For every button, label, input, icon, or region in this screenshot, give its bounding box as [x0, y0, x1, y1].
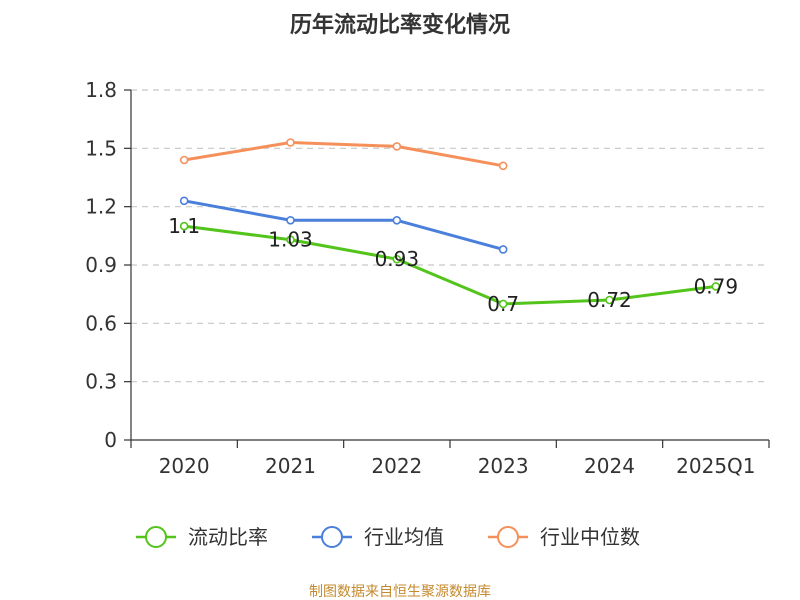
grid-lines	[131, 89, 769, 383]
y-tick-label: 1.2	[85, 195, 117, 219]
series-2	[179, 196, 508, 254]
legend-label: 流动比率	[188, 525, 268, 549]
series-3	[179, 138, 508, 171]
data-labels: 1.1 1.03 0.93 0.7 0.72 0.79	[168, 214, 738, 316]
data-point[interactable]	[498, 161, 508, 171]
series-1	[179, 221, 721, 309]
y-tick-label: 0.9	[85, 253, 117, 277]
legend-marker	[497, 526, 519, 548]
x-tick-label: 2023	[478, 454, 529, 478]
data-point[interactable]	[286, 138, 295, 147]
data-label: 0.79	[694, 274, 739, 298]
data-point[interactable]	[179, 196, 189, 206]
x-tick-label: 2021	[265, 454, 316, 478]
legend-label: 行业均值	[364, 525, 444, 549]
data-label: 1.1	[168, 214, 200, 238]
series-line	[182, 224, 718, 306]
legend-label: 行业中位数	[540, 525, 640, 549]
data-point[interactable]	[179, 155, 189, 165]
series-line	[182, 199, 505, 251]
y-tick-label: 1.5	[85, 136, 117, 160]
y-tick-label: 0	[104, 428, 117, 452]
data-point[interactable]	[392, 254, 402, 264]
legend-item[interactable]: 行业均值	[312, 525, 444, 549]
x-tick-label: 2020	[159, 454, 210, 478]
data-point[interactable]	[392, 142, 402, 151]
axes: 0 0.3 0.6 0.9 1.2 1.5 1.8 2020 2021 2022 2023 2024 2…	[85, 78, 770, 478]
legend-marker	[145, 526, 167, 548]
data-label: 0.72	[587, 288, 632, 312]
data-label: 1.03	[268, 228, 313, 252]
x-tick-label: 2024	[584, 454, 635, 478]
data-label: 0.7	[487, 292, 519, 316]
legend-item[interactable]: 行业中位数	[488, 525, 640, 549]
data-point[interactable]	[498, 299, 508, 309]
chart-title: 历年流动比率变化情况	[290, 12, 510, 38]
legend-item[interactable]: 流动比率	[136, 525, 268, 549]
data-label: 0.93	[375, 247, 420, 271]
data-point[interactable]	[286, 215, 295, 225]
data-point[interactable]	[711, 282, 721, 291]
y-tick-label: 0.6	[85, 311, 117, 335]
legend-marker	[321, 526, 343, 548]
x-tick-label: 2025Q1	[676, 454, 755, 478]
source-note: 制图数据来自恒生聚源数据库	[309, 584, 491, 600]
y-tick-label: 0.3	[85, 370, 117, 394]
series-group	[179, 138, 721, 309]
data-point[interactable]	[392, 215, 402, 225]
y-tick-label: 1.8	[85, 78, 117, 102]
data-point[interactable]	[179, 221, 189, 231]
data-point[interactable]	[605, 295, 614, 305]
data-point[interactable]	[498, 245, 508, 254]
x-tick-label: 2022	[371, 454, 422, 478]
series-line	[182, 141, 505, 168]
legend[interactable]: 流动比率 行业均值 行业中位数	[136, 525, 640, 549]
data-point[interactable]	[286, 235, 295, 245]
